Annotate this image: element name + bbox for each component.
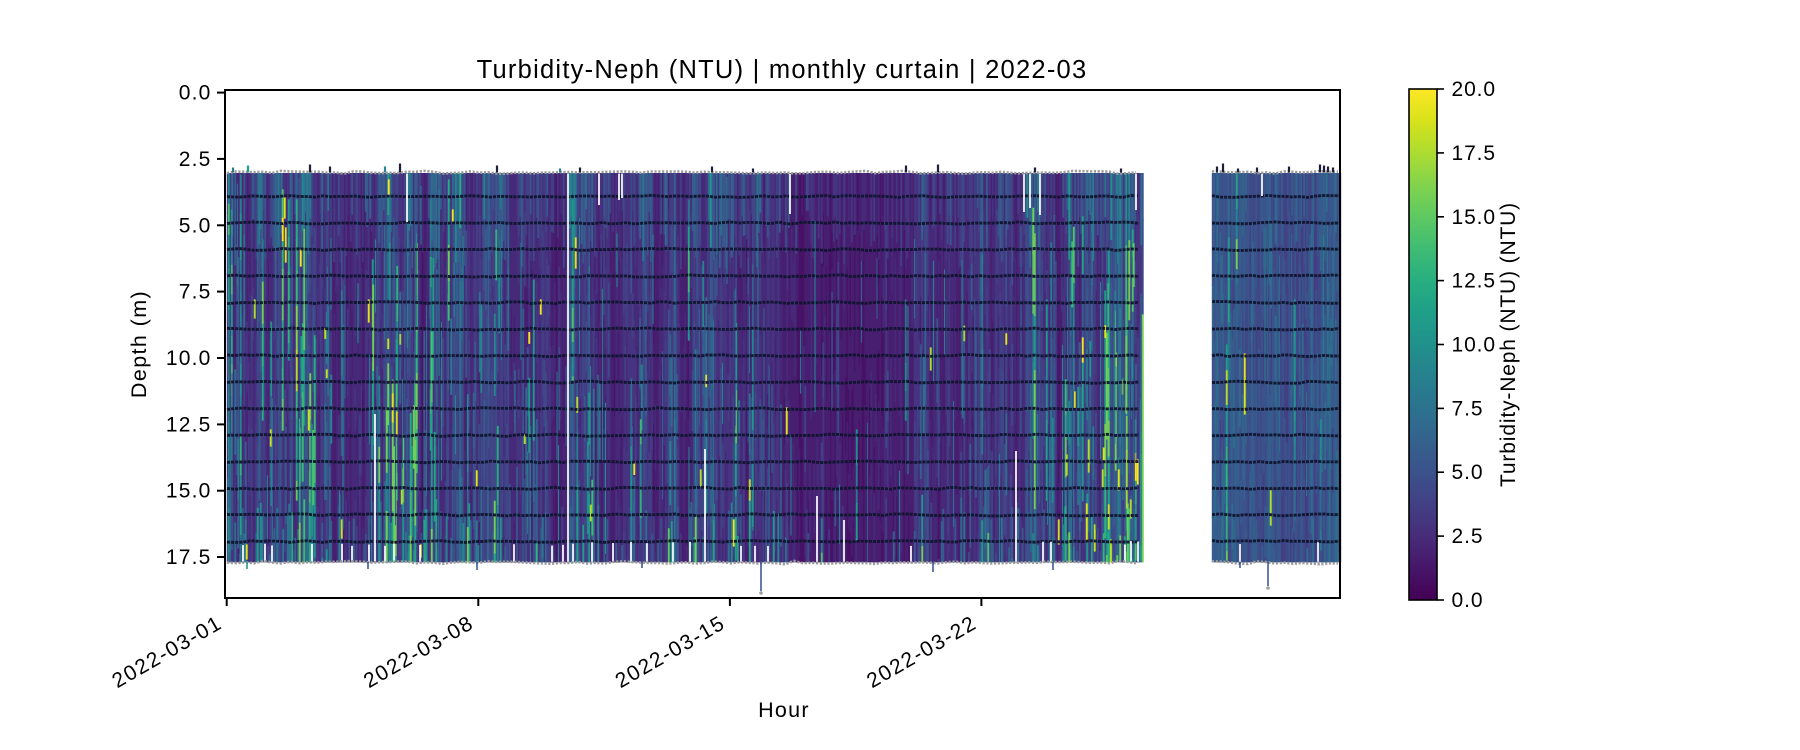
svg-text:Turbidity-Neph (NTU) | monthly: Turbidity-Neph (NTU) | monthly curtain |… xyxy=(477,56,1088,84)
svg-text:0.0: 0.0 xyxy=(1452,589,1484,612)
svg-text:2.5: 2.5 xyxy=(1452,525,1484,548)
svg-text:5.0: 5.0 xyxy=(1452,461,1484,484)
svg-text:15.0: 15.0 xyxy=(1452,206,1496,229)
svg-text:12.5: 12.5 xyxy=(166,413,212,436)
svg-text:5.0: 5.0 xyxy=(179,214,212,237)
svg-text:20.0: 20.0 xyxy=(1452,78,1496,101)
svg-text:Depth (m): Depth (m) xyxy=(127,290,151,398)
svg-text:10.0: 10.0 xyxy=(166,347,212,370)
svg-text:0.0: 0.0 xyxy=(179,82,212,105)
svg-text:7.5: 7.5 xyxy=(1452,397,1484,420)
svg-text:Turbidity-Neph (NTU) (NTU): Turbidity-Neph (NTU) (NTU) xyxy=(1497,202,1520,487)
svg-text:Hour: Hour xyxy=(758,698,810,722)
svg-text:15.0: 15.0 xyxy=(166,480,212,503)
svg-text:12.5: 12.5 xyxy=(1452,270,1496,293)
svg-text:17.5: 17.5 xyxy=(1452,142,1496,165)
svg-text:7.5: 7.5 xyxy=(179,281,212,304)
svg-text:2.5: 2.5 xyxy=(179,148,212,171)
svg-text:10.0: 10.0 xyxy=(1452,334,1496,357)
svg-text:17.5: 17.5 xyxy=(166,546,212,569)
